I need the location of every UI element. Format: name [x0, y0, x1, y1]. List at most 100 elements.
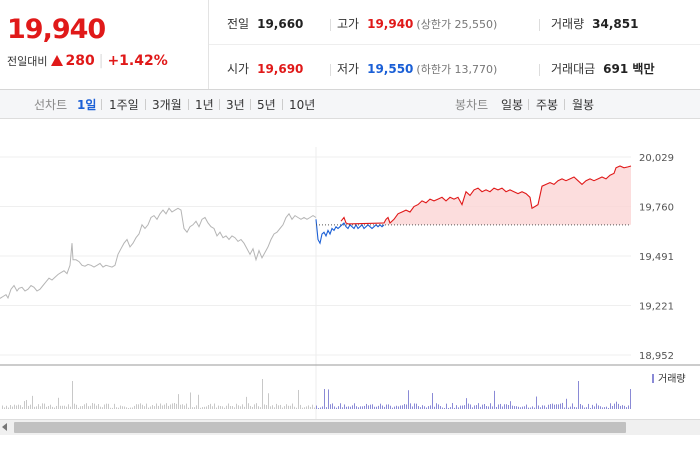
volume-bar [182, 404, 183, 409]
scroll-thumb[interactable] [14, 422, 626, 433]
volume-bar [490, 403, 491, 409]
volume-bar [162, 405, 163, 409]
tab-daily[interactable]: 일봉 [501, 98, 524, 112]
volume-bar [398, 406, 399, 409]
volume-bar [200, 407, 201, 409]
volume-bar [106, 403, 107, 409]
y-axis-ticks: 20,029 19,760 19,491 19,221 18,952 [639, 153, 674, 362]
volume-bar [624, 405, 625, 409]
volume-bar [94, 403, 95, 409]
volume-legend-swatch [652, 374, 654, 383]
volume-bar [210, 403, 211, 409]
volume-bar [222, 406, 223, 409]
scroll-left-icon[interactable] [2, 423, 7, 431]
volume-bar [254, 404, 255, 409]
volume-bar [152, 404, 153, 409]
volume-bar [138, 404, 139, 409]
volume-bar [542, 405, 543, 409]
volume-bar [226, 405, 227, 409]
volume-bar [324, 389, 325, 409]
tab-monthly[interactable]: 월봉 [572, 98, 595, 112]
volume-bar [534, 407, 535, 409]
volume-bar [158, 405, 159, 409]
volume-bar [512, 405, 513, 409]
volume-bar [604, 407, 605, 409]
tab-weekly[interactable]: 주봉 [536, 98, 559, 112]
volume-bar [258, 406, 259, 409]
volume-bar [506, 404, 507, 409]
volume-bar [552, 403, 553, 409]
volume-bar [262, 379, 263, 409]
volume-bar [568, 407, 569, 409]
volume-bar [548, 404, 549, 409]
volume-bar [78, 407, 79, 409]
stat-prev-close: 전일 19,660 [227, 17, 304, 31]
volume-bar [362, 406, 363, 409]
volume-bar [238, 405, 239, 409]
chart-scrollbar[interactable] [0, 419, 700, 435]
volume-bar [614, 403, 615, 409]
volume-bar [336, 407, 337, 409]
chart-period-tabs: 선차트 1일 1주일 3개월 1년 3년 5년 10년 봉차트 일봉 주봉 월봉 [0, 90, 700, 119]
volume-bar [128, 407, 129, 409]
volume-bar [250, 405, 251, 409]
volume-bar [134, 405, 135, 409]
volume-bar [540, 407, 541, 409]
tab-3m[interactable]: 3개월 [152, 98, 182, 112]
volume-bar [228, 403, 229, 409]
price-chart: 20,029 19,760 19,491 19,221 18,952 거래량 [0, 147, 700, 419]
volume-bar [62, 405, 63, 409]
tab-10y[interactable]: 10년 [289, 98, 316, 112]
volume-bar [184, 405, 185, 409]
volume-bar [140, 403, 141, 409]
volume-bar [126, 407, 127, 409]
volume-bar [10, 405, 11, 409]
tab-1w[interactable]: 1주일 [109, 98, 139, 112]
volume-bar [124, 406, 125, 409]
volume-bar [280, 404, 281, 409]
tab-1y[interactable]: 1년 [195, 98, 214, 112]
volume-bar [196, 405, 197, 409]
volume-bar [454, 407, 455, 409]
volume-bar [36, 406, 37, 409]
volume-bar [350, 406, 351, 409]
volume-bar [166, 403, 167, 409]
volume-bar [468, 403, 469, 409]
volume-bar [520, 407, 521, 409]
tab-3y[interactable]: 3년 [226, 98, 245, 112]
volume-bar [56, 405, 57, 409]
volume-bar [496, 406, 497, 409]
volume-bar [462, 405, 463, 409]
volume-bar [26, 399, 27, 409]
volume-bar [608, 407, 609, 409]
volume-bar [472, 407, 473, 409]
volume-bar [242, 404, 243, 409]
volume-bar [394, 406, 395, 409]
volume-bar [532, 406, 533, 409]
volume-bar [186, 403, 187, 409]
volume-bar [536, 396, 537, 409]
change-percent: +1.42% [107, 53, 168, 69]
volume-bar [626, 407, 627, 409]
volume-bar [348, 406, 349, 409]
volume-bar [448, 407, 449, 409]
stat-volume: 거래량 34,851 [551, 17, 639, 31]
volume-bar [168, 405, 169, 409]
tab-1d[interactable]: 1일 [77, 98, 97, 112]
price-box: 19,940 전일대비 280 | +1.42% [0, 0, 209, 89]
volume-bar [370, 404, 371, 409]
volume-bar [586, 407, 587, 409]
volume-bar [174, 403, 175, 409]
volume-bar [356, 406, 357, 409]
volume-bar [550, 404, 551, 409]
volume-bar [412, 406, 413, 409]
volume-bar [408, 390, 409, 409]
volume-bar [50, 404, 51, 409]
tab-5y[interactable]: 5년 [257, 98, 276, 112]
volume-bar [270, 406, 271, 409]
volume-bar [12, 406, 13, 409]
volume-bar [170, 404, 171, 409]
y-tick-label: 19,221 [639, 302, 674, 313]
volume-bar [546, 407, 547, 409]
volume-bar [14, 404, 15, 409]
